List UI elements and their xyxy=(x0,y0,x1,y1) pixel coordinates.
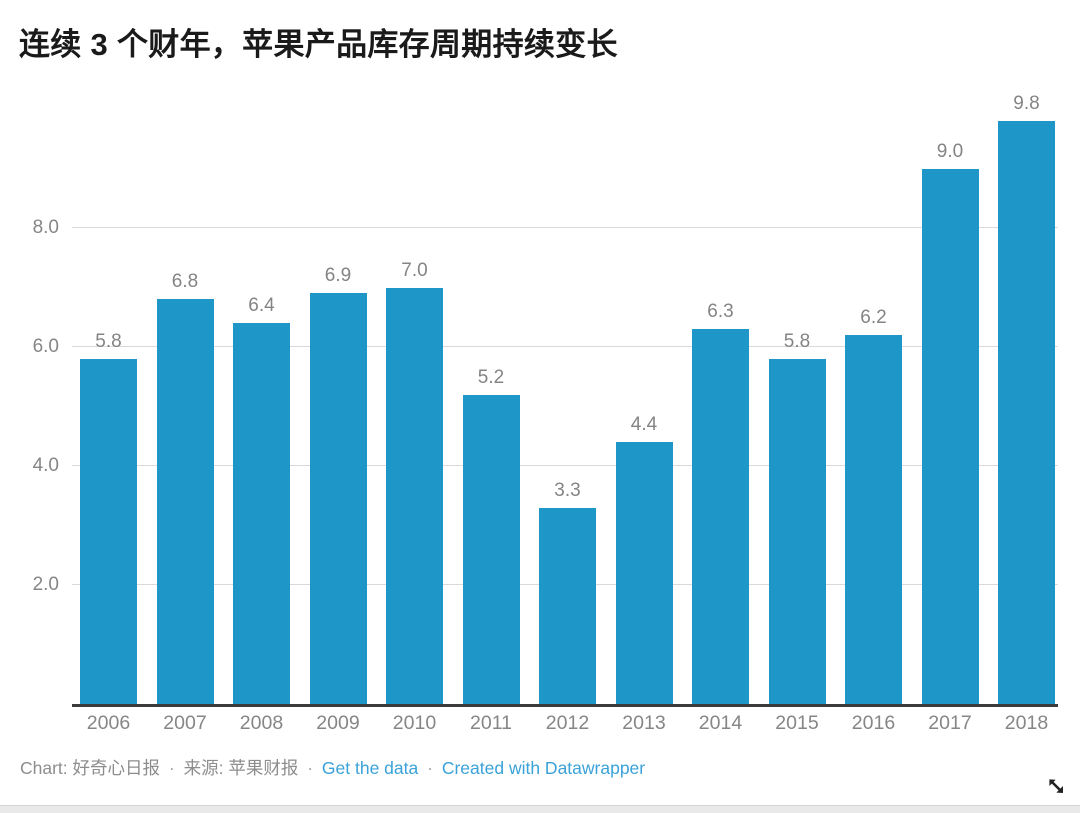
bar-cell-2014: 6.3 xyxy=(692,301,749,704)
bar-cell-2015: 5.8 xyxy=(768,331,826,704)
x-axis-labels: 2006 2007 2008 2009 2010 2011 2012 2013 2014 2015… xyxy=(80,712,1055,735)
x-tick-label-2012: 2012 xyxy=(545,712,590,734)
footer-source: 来源: 苹果财报 xyxy=(183,758,299,778)
gridline xyxy=(72,465,1058,466)
bar-value-label: 5.8 xyxy=(783,330,811,352)
x-tick-label-2008: 2008 xyxy=(239,712,284,734)
bar-2013[interactable] xyxy=(615,442,673,704)
plot-area: 2.0 4.0 6.0 8.0 5.8 6.8 6.4 6.9 7.0 5.2 3.3 4.4 6.3… xyxy=(33,93,1058,704)
x-tick-label-2013: 2013 xyxy=(622,712,666,734)
bar-cell-2016: 6.2 xyxy=(845,307,902,704)
bar-cell-2010: 7.0 xyxy=(386,260,443,704)
bar-value-label: 3.3 xyxy=(554,479,581,501)
bar-2011[interactable] xyxy=(462,394,520,704)
bar-2012[interactable] xyxy=(539,507,596,704)
bar-cell-2012: 3.3 xyxy=(539,480,596,704)
bar-2017[interactable] xyxy=(921,168,979,704)
gridline xyxy=(72,227,1058,228)
x-tick-label-2007: 2007 xyxy=(163,712,207,734)
bar-value-label: 5.2 xyxy=(477,366,505,388)
x-tick-label-2015: 2015 xyxy=(775,712,819,734)
bar-cell-2017: 9.0 xyxy=(921,141,979,704)
y-tick-label: 2.0 xyxy=(32,574,59,595)
bar-2014[interactable] xyxy=(692,329,749,704)
bar-2008[interactable] xyxy=(233,323,290,704)
x-tick-label-2009: 2009 xyxy=(316,712,360,734)
bar-2006[interactable] xyxy=(80,358,137,704)
bar-2009[interactable] xyxy=(309,293,367,704)
chart-title: 连续 3 个财年，苹果产品库存周期持续变长 xyxy=(19,27,618,62)
chart-footer: Chart: 好奇心日报 · 来源: 苹果财报 · Get the data ·… xyxy=(20,755,645,780)
bar-value-label: 6.8 xyxy=(171,271,199,293)
get-the-data-link[interactable]: Get the data xyxy=(321,758,419,778)
x-tick-label-2006: 2006 xyxy=(86,712,131,734)
footer-separator: · xyxy=(168,758,175,778)
footer-separator: · xyxy=(427,758,433,778)
bar-value-label: 5.8 xyxy=(95,330,122,352)
bar-cell-2008: 6.4 xyxy=(233,295,290,704)
bars-row: 5.8 6.8 6.4 6.9 7.0 5.2 3.3 4.4 6.3 5.8 6.2 9.0 9.8 xyxy=(80,93,1055,704)
y-tick-label: 8.0 xyxy=(32,217,59,238)
x-tick-label-2011: 2011 xyxy=(470,712,512,734)
x-axis-baseline xyxy=(72,704,1058,707)
resize-arrow-icon[interactable] xyxy=(1044,774,1068,798)
bar-value-label: 7.0 xyxy=(401,259,428,281)
bar-2016[interactable] xyxy=(845,335,902,704)
bar-value-label: 6.3 xyxy=(707,301,734,323)
gridline xyxy=(72,346,1058,347)
bar-value-label: 9.0 xyxy=(936,140,964,162)
x-tick-label-2016: 2016 xyxy=(851,712,896,734)
bar-value-label: 4.4 xyxy=(630,414,658,436)
bar-2010[interactable] xyxy=(386,287,443,704)
x-tick-label-2018: 2018 xyxy=(1004,712,1049,734)
x-tick-label-2017: 2017 xyxy=(928,712,972,734)
bar-2018[interactable] xyxy=(998,120,1055,704)
x-tick-label-2010: 2010 xyxy=(392,712,437,734)
bar-value-label: 9.8 xyxy=(1013,92,1040,114)
bar-cell-2007: 6.8 xyxy=(156,271,214,704)
datawrapper-credit-link[interactable]: Created with Datawrapper xyxy=(441,758,646,778)
bar-value-label: 6.2 xyxy=(860,307,887,329)
bar-cell-2009: 6.9 xyxy=(309,265,367,704)
y-tick-label: 6.0 xyxy=(32,336,59,357)
footer-separator: · xyxy=(307,758,314,778)
window-bottom-edge xyxy=(0,805,1080,813)
bar-2007[interactable] xyxy=(156,299,214,704)
bar-cell-2006: 5.8 xyxy=(80,331,137,704)
bar-2015[interactable] xyxy=(768,358,826,704)
bar-value-label: 6.9 xyxy=(324,265,352,287)
bar-value-label: 6.4 xyxy=(248,295,275,317)
bar-cell-2011: 5.2 xyxy=(462,367,520,704)
footer-credit: Chart: 好奇心日报 xyxy=(20,758,161,778)
bar-cell-2013: 4.4 xyxy=(615,414,673,704)
bar-cell-2018: 9.8 xyxy=(998,93,1055,704)
x-tick-label-2014: 2014 xyxy=(698,712,743,734)
y-tick-label: 4.0 xyxy=(32,455,59,476)
